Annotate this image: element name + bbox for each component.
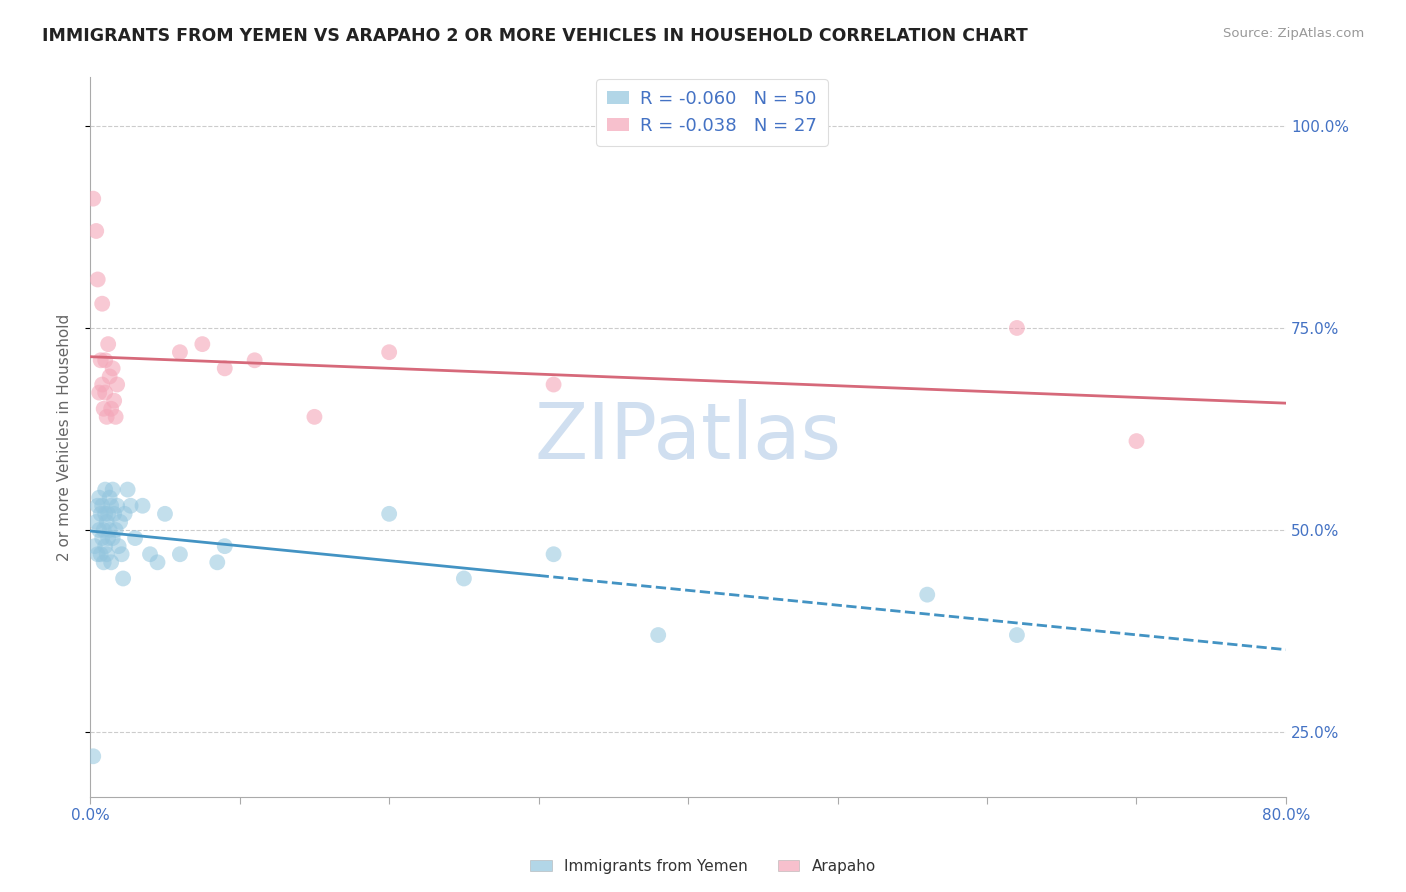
Point xyxy=(93,555,115,569)
Point xyxy=(91,499,114,513)
Point xyxy=(97,507,120,521)
Text: ZIPatlas: ZIPatlas xyxy=(534,399,842,475)
Point xyxy=(191,337,214,351)
Point xyxy=(108,515,131,529)
Text: IMMIGRANTS FROM YEMEN VS ARAPAHO 2 OR MORE VEHICLES IN HOUSEHOLD CORRELATION CHA: IMMIGRANTS FROM YEMEN VS ARAPAHO 2 OR MO… xyxy=(42,27,1028,45)
Point xyxy=(93,401,115,416)
Point xyxy=(89,385,111,400)
Point xyxy=(915,588,938,602)
Point xyxy=(304,409,326,424)
Point xyxy=(543,377,565,392)
Point xyxy=(82,749,104,764)
Point xyxy=(90,547,112,561)
Point xyxy=(100,499,122,513)
Point xyxy=(1005,628,1028,642)
Point xyxy=(84,224,107,238)
Point xyxy=(107,539,129,553)
Point xyxy=(89,491,111,505)
Point xyxy=(453,572,475,586)
Point xyxy=(112,572,135,586)
Point xyxy=(114,507,136,521)
Point xyxy=(101,483,124,497)
Point xyxy=(89,523,111,537)
Point xyxy=(139,547,162,561)
Point xyxy=(98,369,121,384)
Legend: Immigrants from Yemen, Arapaho: Immigrants from Yemen, Arapaho xyxy=(524,853,882,880)
Point xyxy=(90,353,112,368)
Point xyxy=(214,361,236,376)
Point xyxy=(94,483,117,497)
Point xyxy=(96,515,118,529)
Point xyxy=(214,539,236,553)
Point xyxy=(100,401,122,416)
Point xyxy=(124,531,146,545)
Point xyxy=(378,507,401,521)
Point xyxy=(647,628,669,642)
Y-axis label: 2 or more Vehicles in Household: 2 or more Vehicles in Household xyxy=(58,313,72,561)
Point xyxy=(146,555,169,569)
Point xyxy=(207,555,229,569)
Point xyxy=(94,353,117,368)
Point xyxy=(94,507,117,521)
Point xyxy=(91,296,114,310)
Point xyxy=(243,353,266,368)
Point xyxy=(97,337,120,351)
Point xyxy=(1125,434,1147,449)
Point xyxy=(117,483,139,497)
Point xyxy=(105,499,128,513)
Point xyxy=(84,515,107,529)
Point xyxy=(1005,321,1028,335)
Point xyxy=(98,523,121,537)
Point xyxy=(153,507,176,521)
Point xyxy=(91,377,114,392)
Point xyxy=(104,523,127,537)
Point xyxy=(86,499,108,513)
Point xyxy=(97,531,120,545)
Point xyxy=(96,547,118,561)
Point xyxy=(100,555,122,569)
Point xyxy=(94,539,117,553)
Point xyxy=(104,409,127,424)
Point xyxy=(169,345,191,359)
Point xyxy=(83,539,105,553)
Point xyxy=(103,507,125,521)
Point xyxy=(111,547,134,561)
Point xyxy=(93,523,115,537)
Point xyxy=(82,192,104,206)
Point xyxy=(378,345,401,359)
Point xyxy=(131,499,153,513)
Point xyxy=(543,547,565,561)
Point xyxy=(101,361,124,376)
Text: Source: ZipAtlas.com: Source: ZipAtlas.com xyxy=(1223,27,1364,40)
Point xyxy=(120,499,142,513)
Legend: R = -0.060   N = 50, R = -0.038   N = 27: R = -0.060 N = 50, R = -0.038 N = 27 xyxy=(596,79,828,146)
Point xyxy=(91,531,114,545)
Point xyxy=(86,272,108,286)
Point xyxy=(103,393,125,408)
Point xyxy=(101,531,124,545)
Point xyxy=(90,507,112,521)
Point xyxy=(94,385,117,400)
Point xyxy=(169,547,191,561)
Point xyxy=(96,409,118,424)
Point xyxy=(105,377,128,392)
Point xyxy=(86,547,108,561)
Point xyxy=(98,491,121,505)
